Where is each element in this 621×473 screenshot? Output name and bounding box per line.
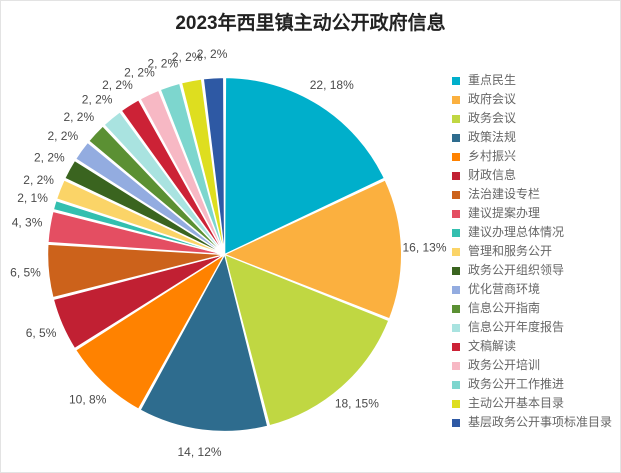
svg-text:10, 8%: 10, 8% (69, 392, 107, 406)
svg-text:2, 2%: 2, 2% (63, 110, 94, 124)
svg-text:18, 15%: 18, 15% (335, 397, 379, 411)
svg-text:2, 2%: 2, 2% (82, 93, 113, 107)
svg-text:6, 5%: 6, 5% (10, 265, 41, 279)
svg-text:22, 18%: 22, 18% (310, 78, 354, 92)
svg-text:4, 3%: 4, 3% (12, 215, 43, 229)
svg-text:2, 2%: 2, 2% (197, 47, 228, 61)
svg-text:2, 2%: 2, 2% (23, 173, 54, 187)
svg-text:2, 2%: 2, 2% (34, 150, 65, 164)
svg-text:14, 12%: 14, 12% (178, 445, 222, 459)
svg-text:2, 2%: 2, 2% (102, 78, 133, 92)
svg-text:16, 13%: 16, 13% (402, 240, 446, 254)
svg-text:2, 2%: 2, 2% (47, 129, 78, 143)
svg-text:2, 1%: 2, 1% (17, 191, 48, 205)
svg-text:6, 5%: 6, 5% (26, 326, 57, 340)
